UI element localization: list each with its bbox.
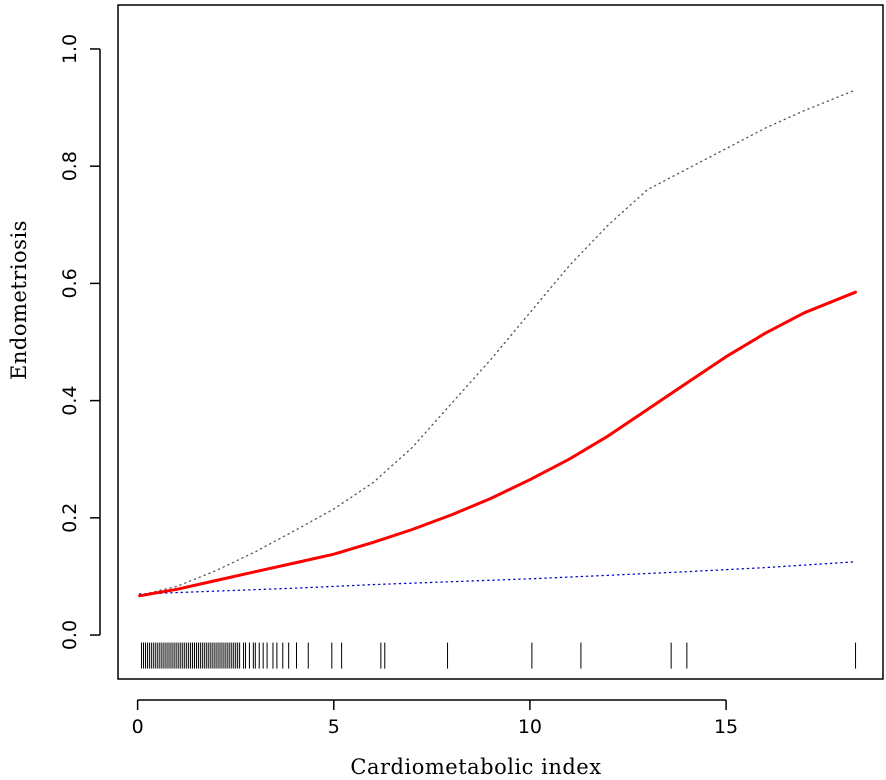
series-upper-ci-line: [138, 89, 857, 596]
x-tick-label: 10: [518, 716, 542, 738]
y-tick-label: 0.0: [59, 620, 81, 650]
y-tick-label: 0.6: [59, 268, 81, 298]
x-tick-label: 15: [714, 716, 738, 738]
x-axis-title: Cardiometabolic index: [350, 755, 601, 779]
y-tick-label: 0.4: [59, 385, 81, 415]
series-lower-ci-line: [138, 561, 857, 595]
series-layer: [138, 89, 857, 598]
y-tick-label: 0.8: [59, 151, 81, 181]
plot-frame: [117, 4, 884, 680]
y-axis-title: Endometriosis: [7, 220, 31, 380]
x-tick-label: 0: [132, 716, 144, 738]
plot-frame-group: [117, 4, 884, 680]
rug-layer: [141, 642, 857, 669]
series-fit-line: [138, 290, 857, 598]
y-axis: 0.0 0.2 0.4 0.6 0.8 1.0: [59, 34, 101, 650]
y-tick-label: 0.2: [59, 503, 81, 533]
y-tick-label: 1.0: [59, 34, 81, 64]
x-tick-label: 5: [328, 716, 340, 738]
x-axis: 0 5 10 15: [132, 699, 738, 738]
